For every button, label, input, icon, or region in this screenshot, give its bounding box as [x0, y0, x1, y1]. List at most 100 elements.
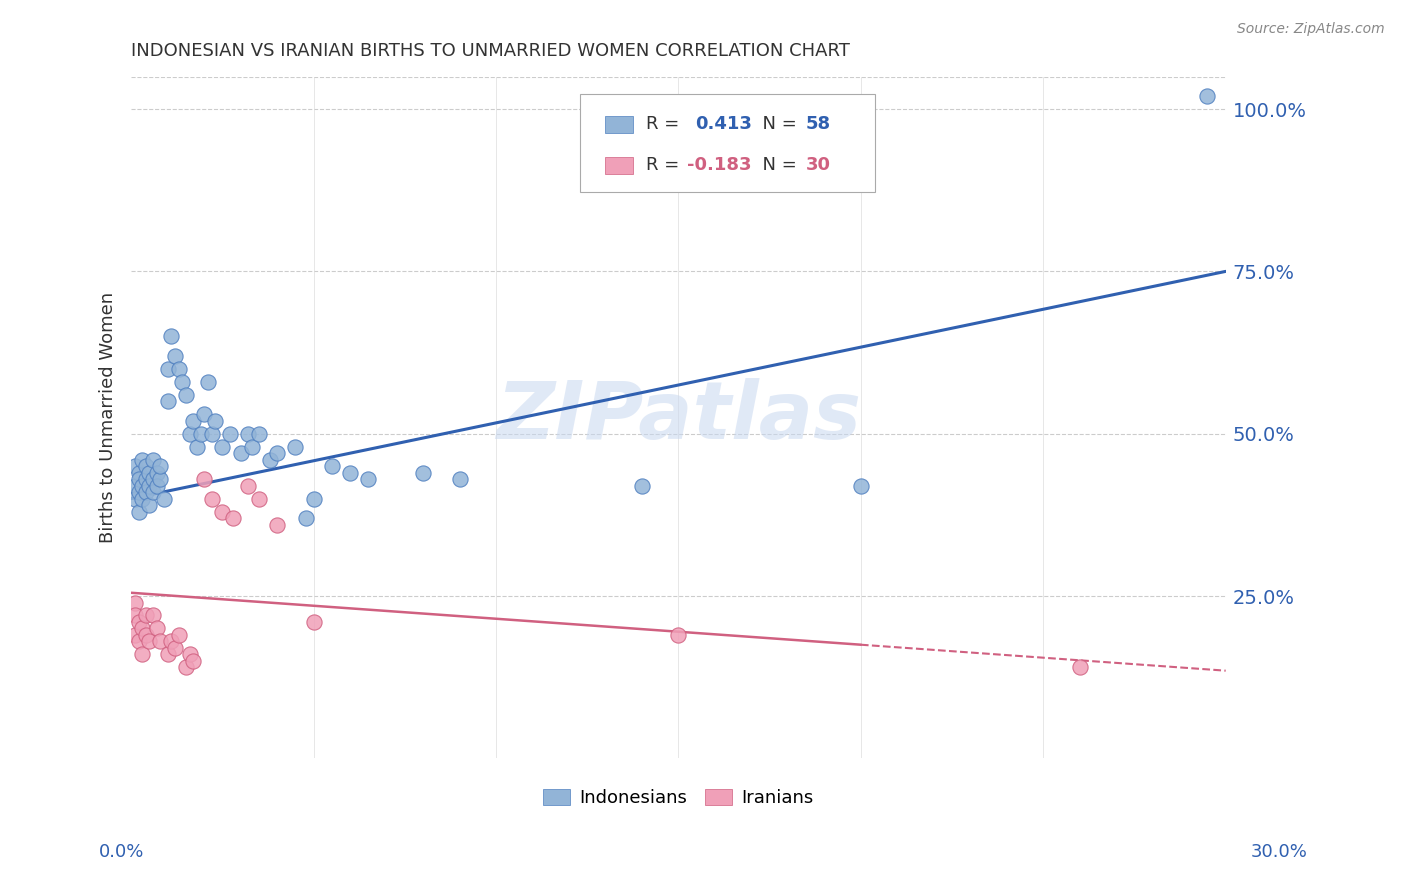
- Point: [153, 491, 176, 506]
- Point: [149, 634, 172, 648]
- Point: [247, 491, 270, 506]
- Point: [156, 361, 179, 376]
- Point: [138, 478, 160, 492]
- Text: R =: R =: [645, 115, 690, 133]
- Point: [284, 440, 307, 454]
- Point: [135, 472, 157, 486]
- Point: [128, 466, 150, 480]
- Text: 0.0%: 0.0%: [98, 843, 143, 861]
- Text: Source: ZipAtlas.com: Source: ZipAtlas.com: [1237, 22, 1385, 37]
- Point: [131, 478, 153, 492]
- Point: [128, 615, 150, 629]
- Point: [124, 459, 146, 474]
- Point: [138, 498, 160, 512]
- Y-axis label: Births to Unmarried Women: Births to Unmarried Women: [100, 292, 117, 543]
- Text: 30: 30: [806, 156, 831, 174]
- Point: [181, 654, 204, 668]
- Point: [124, 491, 146, 506]
- Point: [167, 361, 190, 376]
- Point: [449, 472, 471, 486]
- Point: [181, 414, 204, 428]
- Point: [339, 466, 361, 480]
- Point: [131, 622, 153, 636]
- Point: [174, 388, 197, 402]
- Point: [135, 485, 157, 500]
- Point: [259, 452, 281, 467]
- Point: [146, 478, 169, 492]
- FancyBboxPatch shape: [605, 116, 633, 133]
- Point: [668, 628, 690, 642]
- Point: [631, 478, 654, 492]
- Point: [124, 478, 146, 492]
- Text: INDONESIAN VS IRANIAN BIRTHS TO UNMARRIED WOMEN CORRELATION CHART: INDONESIAN VS IRANIAN BIRTHS TO UNMARRIE…: [131, 42, 851, 60]
- Text: -0.183: -0.183: [688, 156, 752, 174]
- Point: [124, 608, 146, 623]
- Point: [142, 452, 165, 467]
- Point: [236, 478, 259, 492]
- Point: [128, 505, 150, 519]
- Point: [160, 329, 183, 343]
- Point: [142, 608, 165, 623]
- Point: [156, 394, 179, 409]
- Legend: Indonesians, Iranians: Indonesians, Iranians: [536, 781, 821, 814]
- FancyBboxPatch shape: [605, 157, 633, 174]
- Point: [266, 446, 288, 460]
- Point: [172, 375, 194, 389]
- Point: [149, 472, 172, 486]
- Point: [138, 634, 160, 648]
- Text: ZIPatlas: ZIPatlas: [496, 378, 860, 457]
- Point: [124, 595, 146, 609]
- Point: [240, 440, 263, 454]
- Point: [186, 440, 208, 454]
- Point: [218, 426, 240, 441]
- Point: [128, 472, 150, 486]
- Text: R =: R =: [645, 156, 685, 174]
- Point: [236, 426, 259, 441]
- Point: [302, 491, 325, 506]
- Point: [138, 466, 160, 480]
- Point: [193, 407, 215, 421]
- Point: [131, 648, 153, 662]
- Point: [200, 491, 222, 506]
- Point: [146, 466, 169, 480]
- Point: [266, 517, 288, 532]
- Point: [149, 459, 172, 474]
- Point: [124, 628, 146, 642]
- Point: [229, 446, 252, 460]
- Point: [179, 648, 201, 662]
- Text: N =: N =: [751, 156, 803, 174]
- FancyBboxPatch shape: [579, 94, 876, 193]
- Point: [412, 466, 434, 480]
- Point: [295, 511, 318, 525]
- Point: [135, 608, 157, 623]
- Point: [135, 628, 157, 642]
- Point: [163, 349, 186, 363]
- Point: [849, 478, 872, 492]
- Point: [146, 622, 169, 636]
- Point: [128, 634, 150, 648]
- Point: [211, 440, 233, 454]
- Text: 0.413: 0.413: [695, 115, 752, 133]
- Point: [190, 426, 212, 441]
- Point: [247, 426, 270, 441]
- Text: 30.0%: 30.0%: [1251, 843, 1308, 861]
- Point: [321, 459, 343, 474]
- Point: [1069, 660, 1091, 674]
- Point: [142, 485, 165, 500]
- Point: [135, 459, 157, 474]
- Point: [222, 511, 245, 525]
- Point: [131, 491, 153, 506]
- Point: [156, 648, 179, 662]
- Text: 58: 58: [806, 115, 831, 133]
- Point: [200, 426, 222, 441]
- Point: [131, 452, 153, 467]
- Point: [193, 472, 215, 486]
- Point: [197, 375, 219, 389]
- Point: [128, 485, 150, 500]
- Point: [160, 634, 183, 648]
- Point: [211, 505, 233, 519]
- Point: [142, 472, 165, 486]
- Point: [357, 472, 380, 486]
- Point: [163, 640, 186, 655]
- Point: [302, 615, 325, 629]
